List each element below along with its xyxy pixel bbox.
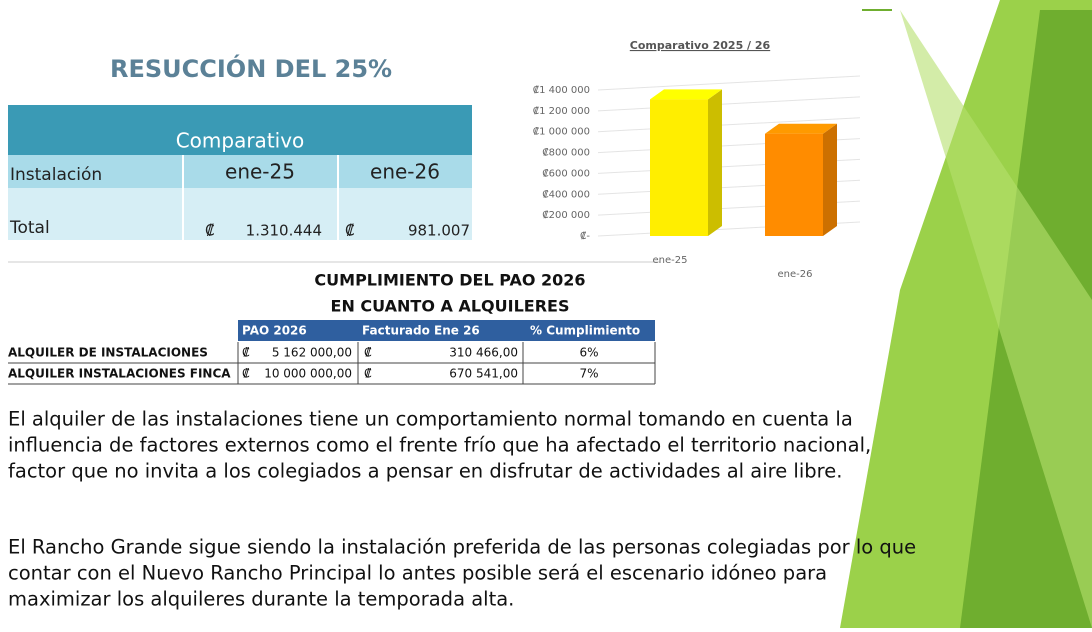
bar-side xyxy=(823,123,837,236)
bar-top xyxy=(765,123,837,134)
currency: ₡ xyxy=(205,222,215,240)
table1-title: Comparativo xyxy=(176,129,305,153)
cell: 1.310.444 xyxy=(246,222,322,240)
table1-title-band xyxy=(8,105,472,155)
bar xyxy=(650,99,708,236)
cell: 7% xyxy=(579,367,598,381)
x-tick-label: ene-26 xyxy=(778,269,813,280)
chart: ₡- ₡200 000 ₡400 000 ₡600 000 ₡800 000 ₡1 000… xyxy=(533,75,861,280)
grid-line xyxy=(597,96,861,112)
header-cell: Instalación xyxy=(10,165,102,185)
table2-rows: ALQUILER DE INSTALACIONES ₡ 5 162 000,00 ₡ 3… xyxy=(8,342,656,385)
cell: 5 162 000,00 xyxy=(272,346,352,360)
y-tick-label: ₡1 200 000 xyxy=(533,106,590,117)
y-tick-label: ₡400 000 xyxy=(542,189,590,200)
cell: 981.007 xyxy=(408,222,470,240)
cell: 670 541,00 xyxy=(449,367,518,381)
decor-green-faint xyxy=(900,10,1092,628)
grid-line xyxy=(597,75,861,91)
grid-line xyxy=(597,117,861,133)
paragraph-line: factor que no invita a los colegiados a … xyxy=(8,460,842,483)
table2-title: EN CUANTO A ALQUILERES xyxy=(331,297,570,316)
header-cell: Facturado Ene 26 xyxy=(362,324,480,338)
table1-row-band xyxy=(8,188,472,240)
y-tick-label: ₡600 000 xyxy=(542,168,590,179)
currency: ₡ xyxy=(364,346,372,360)
header-cell: ene-25 xyxy=(225,160,295,184)
y-tick-label: ₡200 000 xyxy=(542,210,590,221)
table2-title: CUMPLIMIENTO DEL PAO 2026 xyxy=(314,271,585,290)
cell: 310 466,00 xyxy=(449,346,518,360)
row-label: Total xyxy=(9,218,50,238)
currency: ₡ xyxy=(345,222,355,240)
cell: 10 000 000,00 xyxy=(264,367,352,381)
currency: ₡ xyxy=(242,367,250,381)
paragraph-line: El alquiler de las instalaciones tiene u… xyxy=(8,408,853,431)
row-label: ALQUILER DE INSTALACIONES xyxy=(8,346,208,360)
cell: 6% xyxy=(579,346,598,360)
bar-top xyxy=(650,89,722,100)
table1-header-band xyxy=(8,155,472,188)
header-cell: % Cumplimiento xyxy=(530,324,640,338)
paragraph-line: El Rancho Grande sigue siendo la instala… xyxy=(8,536,916,559)
paragraph-line: contar con el Nuevo Rancho Principal lo … xyxy=(8,562,827,585)
header-cell: PAO 2026 xyxy=(242,324,307,338)
row-label: ALQUILER INSTALACIONES FINCA xyxy=(8,367,231,381)
paragraph-line: influencia de factores externos como el … xyxy=(8,434,871,457)
currency: ₡ xyxy=(242,346,250,360)
currency: ₡ xyxy=(364,367,372,381)
y-tick-label: ₡- xyxy=(580,231,590,242)
heading: RESUCCIÓN DEL 25% xyxy=(110,53,392,83)
y-tick-label: ₡1 000 000 xyxy=(533,127,590,138)
bar-side xyxy=(708,89,722,236)
x-tick-label: ene-25 xyxy=(653,255,688,266)
y-tick-label: ₡1 400 000 xyxy=(533,85,590,96)
paragraph-line: maximizar los alquileres durante la temp… xyxy=(8,588,514,611)
y-tick-label: ₡800 000 xyxy=(542,148,590,159)
bar xyxy=(765,133,823,236)
paragraphs: El alquiler de las instalaciones tiene u… xyxy=(8,408,916,611)
header-cell: ene-26 xyxy=(370,160,440,184)
chart-title: Comparativo 2025 / 26 xyxy=(630,39,771,52)
table2-header-band xyxy=(238,320,655,341)
